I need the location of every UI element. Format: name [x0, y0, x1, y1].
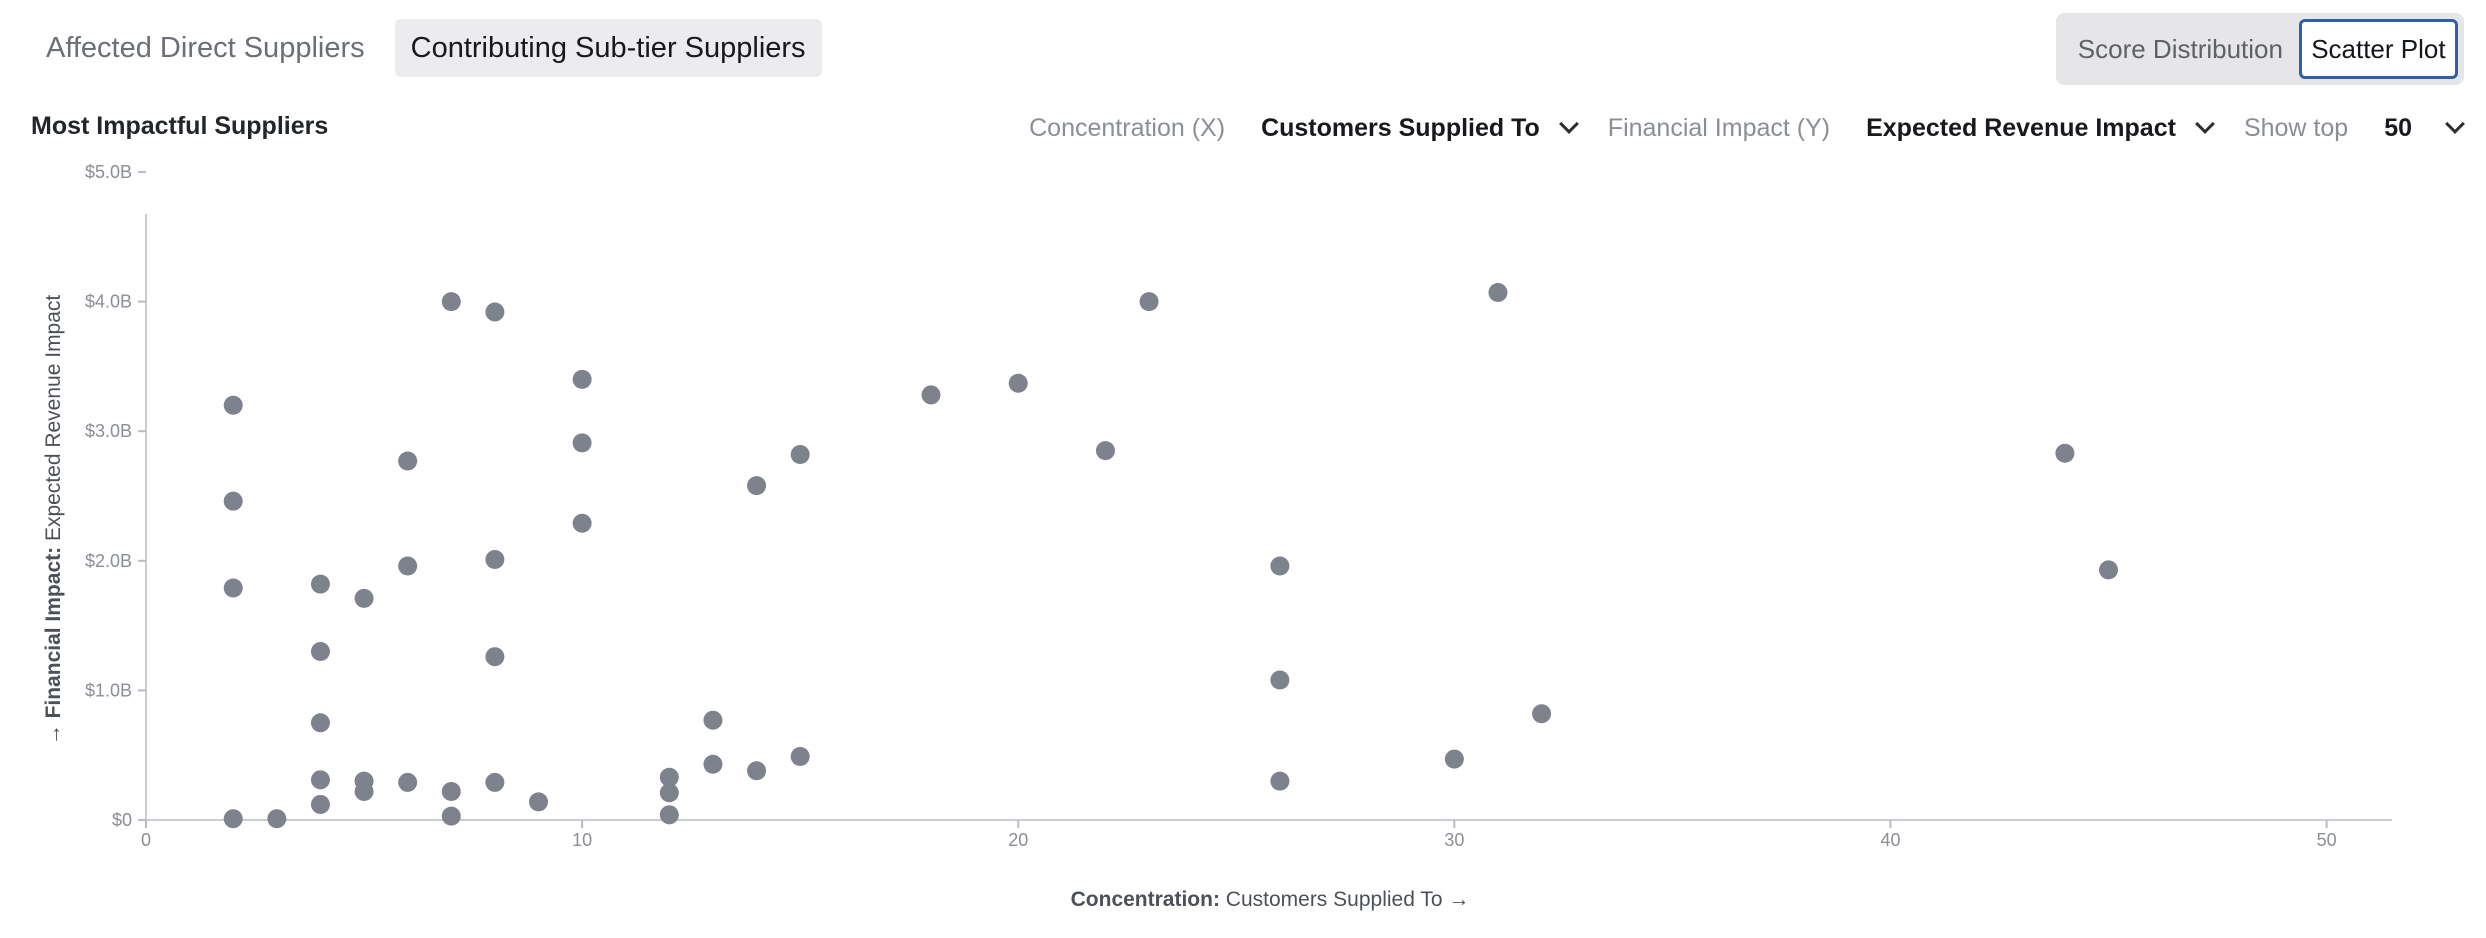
- data-point[interactable]: [2055, 443, 2075, 463]
- data-point[interactable]: [441, 781, 461, 801]
- data-point[interactable]: [441, 806, 461, 826]
- supplier-tabs: Affected Direct Suppliers Contributing S…: [30, 19, 822, 77]
- data-point[interactable]: [1139, 292, 1159, 312]
- y-tick-label: $4.0B: [85, 292, 132, 312]
- tab-affected-direct-suppliers[interactable]: Affected Direct Suppliers: [46, 31, 365, 64]
- data-point[interactable]: [310, 642, 330, 662]
- data-point[interactable]: [310, 794, 330, 814]
- y-axis-title-bold: → Financial Impact:: [42, 547, 65, 745]
- data-point[interactable]: [398, 451, 418, 471]
- x-axis-title-bold: Concentration:: [1071, 888, 1220, 911]
- y-tick-label: $2.0B: [85, 551, 132, 571]
- tab-contributing-sub-tier-suppliers[interactable]: Contributing Sub-tier Suppliers: [394, 19, 822, 77]
- data-point[interactable]: [747, 476, 767, 496]
- x-tick-label: 20: [1008, 830, 1028, 850]
- data-point[interactable]: [310, 713, 330, 733]
- show-top-select-value: 50: [2384, 113, 2412, 142]
- x-axis-select[interactable]: Customers Supplied To: [1261, 113, 1579, 143]
- data-point[interactable]: [398, 772, 418, 792]
- x-axis-label: Concentration (X): [1029, 113, 1226, 142]
- y-tick-label: $3.0B: [85, 421, 132, 441]
- data-point[interactable]: [310, 574, 330, 594]
- show-top-select[interactable]: 50: [2384, 113, 2465, 143]
- data-point[interactable]: [223, 578, 243, 598]
- scatter-chart: $0 $1.0B $2.0B $3.0B $4.0B $5.0B 0 10 20 30 40 50 Co…: [42, 162, 2392, 911]
- y-axis-select-value: Expected Revenue Impact: [1866, 113, 2176, 142]
- x-tick-label: 0: [141, 830, 151, 850]
- data-point[interactable]: [790, 746, 810, 766]
- view-toggle: Score Distribution Scatter Plot: [2056, 13, 2464, 85]
- x-tick-label: 50: [2317, 830, 2337, 850]
- section-title: Most Impactful Suppliers: [31, 112, 329, 140]
- x-tick-label: 30: [1444, 830, 1464, 850]
- data-point[interactable]: [1488, 283, 1508, 303]
- data-point[interactable]: [267, 809, 287, 829]
- data-point[interactable]: [2099, 560, 2119, 580]
- data-point[interactable]: [1270, 771, 1290, 791]
- data-point[interactable]: [441, 292, 461, 312]
- x-tick-label: 40: [1880, 830, 1900, 850]
- y-axis-title: → Financial Impact: Expected Revenue Imp…: [42, 295, 65, 746]
- y-tick-label: $5.0B: [85, 162, 132, 182]
- chart-controls: Concentration (X) Customers Supplied To …: [1029, 108, 2465, 148]
- y-axis-select[interactable]: Expected Revenue Impact: [1866, 113, 2215, 143]
- data-point[interactable]: [659, 783, 679, 803]
- scatter-plot-button[interactable]: Scatter Plot: [2298, 19, 2458, 79]
- data-point[interactable]: [398, 556, 418, 576]
- data-point[interactable]: [223, 395, 243, 415]
- y-tick-label: $0: [112, 810, 132, 830]
- x-axis-select-value: Customers Supplied To: [1261, 113, 1540, 142]
- data-point[interactable]: [354, 781, 374, 801]
- chevron-down-icon: [2445, 114, 2465, 134]
- data-point[interactable]: [572, 369, 592, 389]
- data-point[interactable]: [485, 647, 505, 667]
- data-point[interactable]: [790, 445, 810, 465]
- data-point[interactable]: [659, 767, 679, 787]
- x-axis-title-text: Customers Supplied To →: [1220, 888, 1469, 911]
- data-point[interactable]: [1270, 670, 1290, 690]
- data-point[interactable]: [1532, 704, 1552, 724]
- data-point[interactable]: [703, 710, 723, 730]
- x-axis-title: Concentration: Customers Supplied To →: [1071, 888, 1470, 911]
- data-point[interactable]: [223, 491, 243, 511]
- data-point[interactable]: [921, 385, 941, 405]
- data-point[interactable]: [703, 754, 723, 774]
- data-point[interactable]: [310, 770, 330, 790]
- data-point[interactable]: [572, 433, 592, 453]
- data-point[interactable]: [485, 550, 505, 570]
- data-point[interactable]: [223, 809, 243, 829]
- y-axis-title-text: Expected Revenue Impact: [42, 295, 65, 547]
- data-point[interactable]: [1008, 373, 1028, 393]
- chevron-down-icon: [1558, 114, 1579, 134]
- data-point[interactable]: [485, 772, 505, 792]
- data-point[interactable]: [485, 302, 505, 322]
- data-point[interactable]: [354, 588, 374, 608]
- data-point[interactable]: [1444, 749, 1464, 769]
- score-distribution-button[interactable]: Score Distribution: [2077, 33, 2283, 64]
- data-point[interactable]: [659, 805, 679, 825]
- data-point[interactable]: [1270, 556, 1290, 576]
- show-top-label: Show top: [2243, 113, 2349, 142]
- data-point[interactable]: [747, 761, 767, 781]
- y-axis-label: Financial Impact (Y): [1607, 113, 1831, 142]
- chevron-down-icon: [2195, 114, 2215, 134]
- y-tick-label: $1.0B: [85, 680, 132, 700]
- data-point[interactable]: [572, 513, 592, 533]
- x-tick-label: 10: [572, 830, 592, 850]
- data-point[interactable]: [1095, 441, 1115, 461]
- data-point[interactable]: [529, 792, 549, 812]
